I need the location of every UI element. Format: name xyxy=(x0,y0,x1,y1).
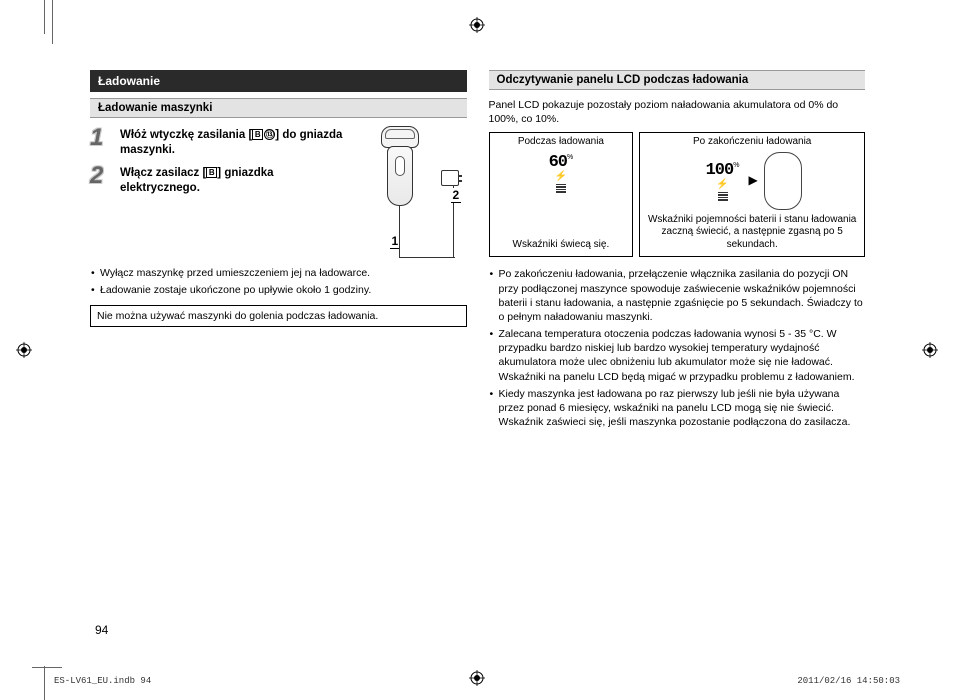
registration-mark-right xyxy=(922,342,938,358)
lcd-caption: Wskaźniki pojemności baterii i stanu ład… xyxy=(644,210,860,252)
lcd-icon-row: 100% ⚡ ▶ xyxy=(703,152,802,210)
lcd-title: Po zakończeniu ładowania xyxy=(693,136,811,149)
lcd-display: 60% ⚡ xyxy=(541,152,581,194)
battery-icon xyxy=(703,192,743,202)
step-text: Włącz zasilacz [B] gniazdka elektryczneg… xyxy=(120,164,349,196)
registration-mark-bottom xyxy=(469,670,485,686)
right-bullet-list: Po zakończeniu ładowania, przełączenie w… xyxy=(489,267,866,429)
list-item: Po zakończeniu ładowania, przełączenie w… xyxy=(489,267,866,324)
list-item: Wyłącz maszynkę przed umieszczeniem jej … xyxy=(90,266,467,280)
note-box: Nie można używać maszynki do golenia pod… xyxy=(90,305,467,327)
list-item: Kiedy maszynka jest ładowana po raz pier… xyxy=(489,387,866,430)
left-column: Ładowanie Ładowanie maszynki 1 Włóż wtyc… xyxy=(90,70,467,630)
lcd-panel-done: Po zakończeniu ładowania 100% ⚡ ▶ Wskaźn… xyxy=(639,132,865,257)
shaver-illustration: 1 2 xyxy=(357,126,457,256)
list-item: Ładowanie zostaje ukończone po upływie o… xyxy=(90,283,467,297)
footer-file-info: ES-LV61_EU.indb 94 xyxy=(54,676,151,686)
lcd-display: 100% ⚡ xyxy=(703,160,743,202)
list-item: Zalecana temperatura otoczenia podczas ł… xyxy=(489,327,866,384)
plug-icon: ⚡ xyxy=(703,179,743,192)
intro-text: Panel LCD pokazuje pozostały poziom nała… xyxy=(489,98,866,126)
left-bullet-list: Wyłącz maszynkę przed umieszczeniem jej … xyxy=(90,266,467,297)
crop-mark-bottom-left xyxy=(32,650,62,700)
illustration-column: 1 2 xyxy=(357,126,467,256)
step-number: 1 xyxy=(90,126,112,150)
registration-mark-top xyxy=(469,17,485,33)
lcd-panel-charging: Podczas ładowania 60% ⚡ Wskaźniki świecą… xyxy=(489,132,634,257)
page-content: Ładowanie Ładowanie maszynki 1 Włóż wtyc… xyxy=(90,70,865,630)
step-number: 2 xyxy=(90,164,112,188)
lcd-title: Podczas ładowania xyxy=(518,136,604,149)
step-1: 1 Włóż wtyczkę zasilania [B⑬] do gniazda… xyxy=(90,126,349,158)
steps-with-illustration: 1 Włóż wtyczkę zasilania [B⑬] do gniazda… xyxy=(90,126,467,256)
part-ref-icon: B xyxy=(206,167,217,178)
crop-mark-top-left xyxy=(32,0,62,50)
lcd-panels-row: Podczas ładowania 60% ⚡ Wskaźniki świecą… xyxy=(489,132,866,257)
page-number: 94 xyxy=(95,623,108,637)
adapter-icon xyxy=(441,170,459,186)
lcd-caption: Wskaźniki świecą się. xyxy=(513,235,610,252)
sub-header-lcd: Odczytywanie panelu LCD podczas ładowani… xyxy=(489,70,866,90)
battery-icon xyxy=(541,184,581,194)
steps-column: 1 Włóż wtyczkę zasilania [B⑬] do gniazda… xyxy=(90,126,349,256)
arrow-icon: ▶ xyxy=(749,173,758,188)
section-header-charging: Ładowanie xyxy=(90,70,467,92)
shaver-outline-icon xyxy=(764,152,802,210)
illus-label-2: 2 xyxy=(451,188,462,203)
lcd-value: 100 xyxy=(706,161,734,180)
part-ref-icon: ⑬ xyxy=(264,129,275,140)
step-2: 2 Włącz zasilacz [B] gniazdka elektryczn… xyxy=(90,164,349,196)
part-ref-icon: B xyxy=(252,129,263,140)
step-text: Włóż wtyczkę zasilania [B⑬] do gniazda m… xyxy=(120,126,349,158)
sub-header-charging-device: Ładowanie maszynki xyxy=(90,98,467,118)
plug-icon: ⚡ xyxy=(541,171,581,184)
footer-timestamp: 2011/02/16 14:50:03 xyxy=(797,676,900,686)
registration-mark-left xyxy=(16,342,32,358)
right-column: Odczytywanie panelu LCD podczas ładowani… xyxy=(489,70,866,630)
lcd-value: 60 xyxy=(549,153,567,172)
